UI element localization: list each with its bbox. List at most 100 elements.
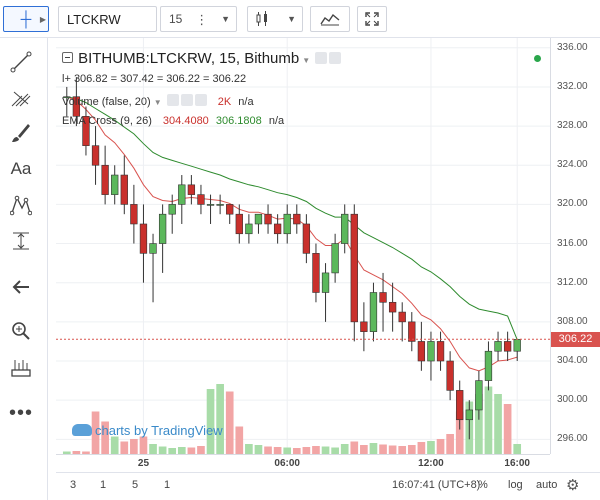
text-icon: Aa [10,159,32,178]
indicators-button[interactable] [310,6,350,32]
remove-icon[interactable] [194,94,207,106]
candle-body [408,321,416,342]
chevron-down-icon: ▼ [221,14,230,24]
candle-body [417,341,426,362]
interval-select[interactable]: 15 ⋮ ▼ [160,6,237,32]
more-dots-icon: ••• [8,401,33,424]
measure-tool[interactable] [4,226,38,256]
text-tool[interactable]: Aa [4,154,38,184]
candle-body [369,292,378,332]
candle-body [513,338,521,352]
price-tick-label: 300.00 [557,394,588,406]
ema-slow-value: 306.1808 [215,115,262,127]
candle-body [91,145,100,166]
fullscreen-button[interactable] [357,6,387,32]
candle-body [82,116,90,146]
pitchfork-icon [11,91,31,107]
chart-style-button[interactable]: ▼ [247,6,303,32]
more-tools-button[interactable]: ••• [4,398,38,428]
settings-icon[interactable] [329,52,342,64]
tradingview-watermark[interactable]: charts by TradingView [72,423,223,438]
volume-bar [168,448,177,454]
candle-body [446,360,454,391]
volume-bar [369,443,378,454]
ema-fast-value: 304.4080 [162,115,209,127]
trend-line-tool[interactable] [4,47,38,77]
legend-volume-row: Volume (false, 20) ▼ 2K n/a [62,94,254,108]
volume-bar [72,451,81,454]
volume-bar [82,451,90,454]
volume-bar [187,447,196,454]
legend-symbol-title: BITHUMB:LTCKRW, 15, Bithumb [78,50,300,67]
volume-bar [130,439,138,454]
range-button[interactable]: 1 [164,479,171,491]
ruler-tool[interactable] [4,353,38,383]
volume-bar [254,445,263,454]
candle-body [312,253,320,293]
volume-bar [149,444,157,454]
candle-body [388,301,397,313]
time-axis[interactable]: 25 06:00 12:00 16:00 [56,454,550,472]
time-tick-label: 06:00 [274,458,300,469]
price-tick-label: 332.00 [557,80,588,92]
percent-toggle[interactable]: % [478,479,488,491]
measure-icon [13,232,29,250]
arrow-left-icon [12,280,29,294]
volume-bar [101,421,109,454]
ema-fast-line [66,96,518,372]
zoom-tool[interactable] [4,316,38,346]
candle-body [503,341,512,352]
chevron-down-icon[interactable]: ▼ [302,56,311,65]
auto-toggle[interactable]: auto [536,479,558,491]
candle-body [139,223,148,254]
candle-body [475,380,483,411]
crosshair-button[interactable]: ┼ ▶ [3,6,49,32]
settings-icon[interactable]: ⚙ [566,477,580,494]
collapse-icon[interactable] [62,52,73,63]
volume-bar [360,445,368,454]
volume-bar [273,447,282,454]
chevron-down-icon[interactable]: ▼ [153,98,162,107]
settings-icon[interactable] [180,94,193,106]
remove-drawings-tool[interactable] [4,272,38,302]
range-button[interactable]: 3 [70,479,77,491]
candle-body [101,164,109,195]
range-button[interactable]: 5 [132,479,139,491]
candle-body [302,223,311,254]
pattern-tool[interactable] [4,190,38,220]
time-tick-label: 12:00 [418,458,444,469]
candle-body [149,243,157,254]
volume-bar [197,446,205,454]
candle-body [273,223,282,235]
volume-value: 2K [217,96,232,108]
clock: 16:07:41 (UTC+8) [392,479,481,491]
candle-body [168,204,176,215]
price-axis[interactable]: 336.00 332.00 328.00 324.00 320.00 316.00 312.… [550,38,600,454]
candle-body [398,311,406,323]
ema-label: EMA Cross (9, 26) [62,115,152,127]
volume-bar [446,434,454,454]
pitchfork-tool[interactable] [4,82,38,112]
log-toggle[interactable]: log [508,479,523,491]
candle-body [206,204,215,206]
volume-bar [388,445,397,454]
range-button[interactable]: 1 [100,479,107,491]
eye-icon[interactable] [315,52,328,64]
plot-area[interactable] [56,38,550,454]
candle-body [283,213,291,235]
candle-body [427,341,435,362]
volume-bar [513,444,522,454]
volume-bar [350,441,359,454]
ruler-icon [11,360,31,377]
eye-icon[interactable] [166,94,179,106]
candle-body [120,174,128,205]
drawing-toolbar: Aa ••• [0,38,48,500]
volume-bar [225,391,234,454]
ohlc-values: 306.82 = 307.42 = 306.22 = 306.22 [73,73,247,85]
candle-body [293,213,301,225]
candle-body [484,350,493,381]
volume-bar [494,394,502,454]
brush-tool[interactable] [4,118,38,148]
symbol-input[interactable]: LTCKRW [58,6,157,32]
chevron-right-icon: ▶ [39,14,46,24]
